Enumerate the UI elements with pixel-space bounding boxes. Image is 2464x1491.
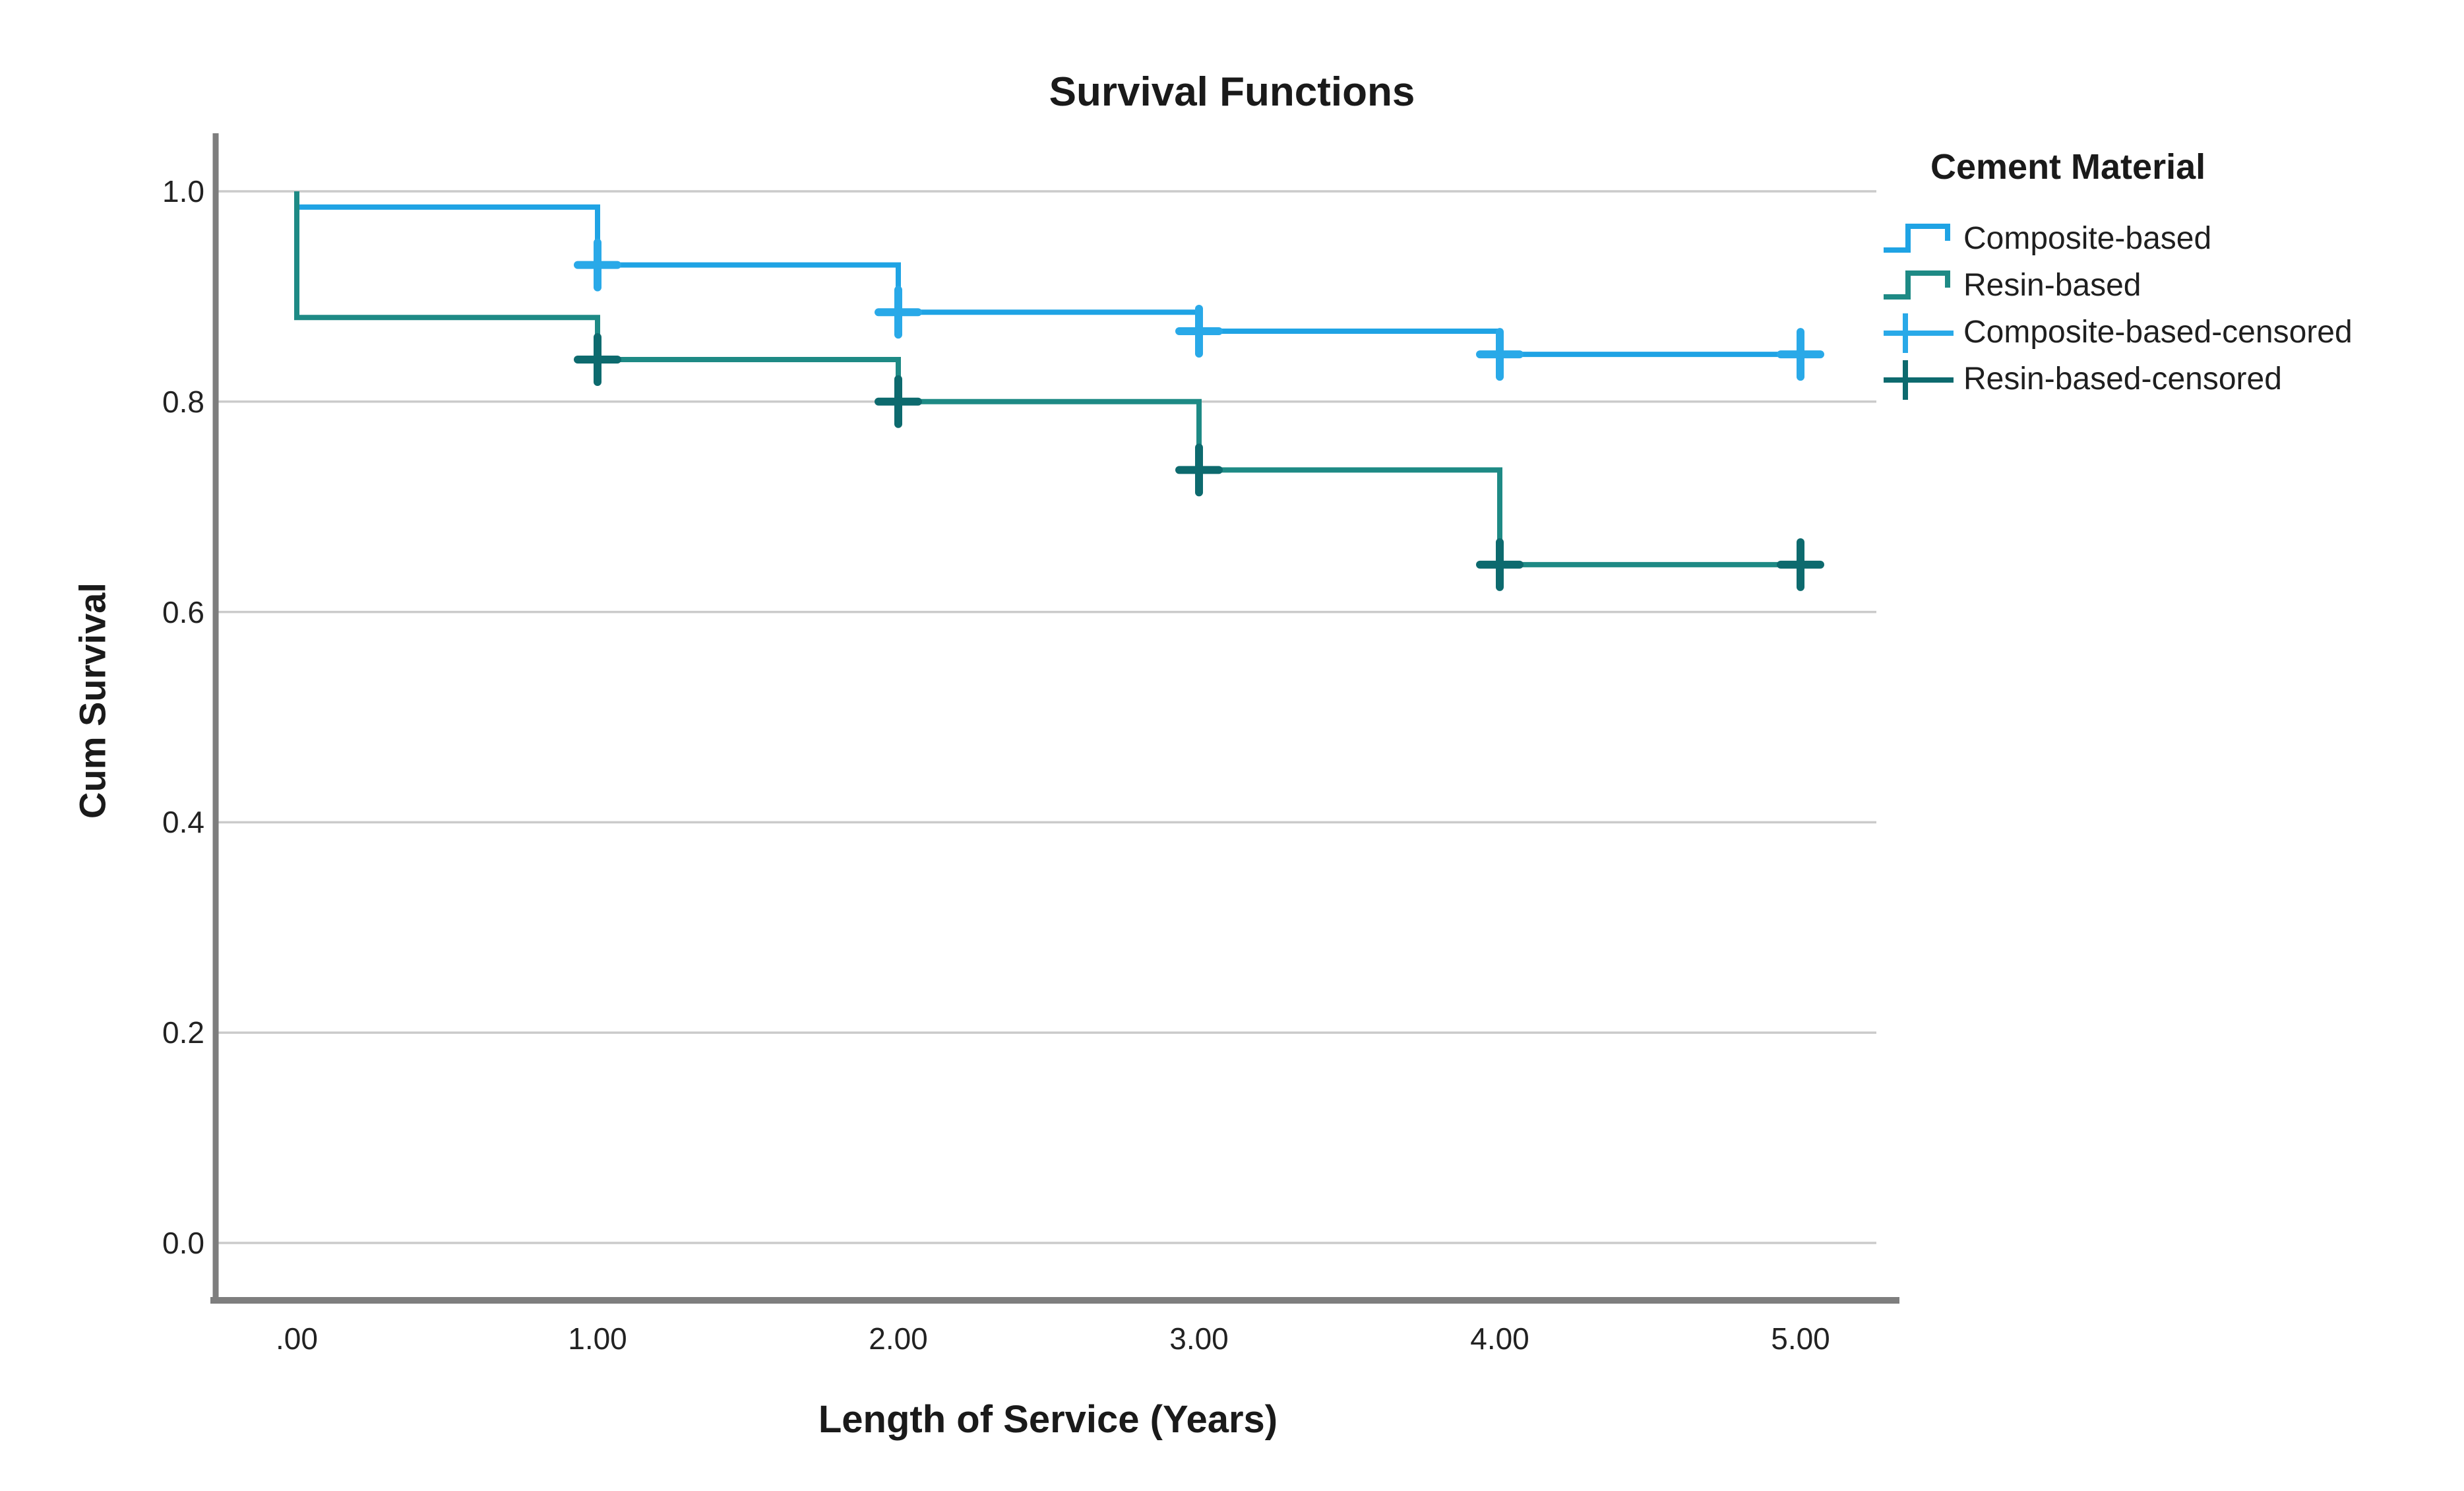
legend-item-label: Composite-based: [1963, 221, 2212, 256]
x-tick-label: 5.00: [1771, 1321, 1830, 1356]
legend-item-label: Resin-based-censored: [1963, 362, 2282, 397]
y-axis-title: Cum Survival: [71, 583, 113, 819]
y-tick-label: 0.8: [162, 384, 204, 419]
x-tick-label: 4.00: [1470, 1321, 1529, 1356]
x-tick-label: 1.00: [568, 1321, 627, 1356]
censor-cross-swatch-icon: [1884, 360, 1954, 400]
legend-item-resin-based: Resin-based: [1882, 262, 2449, 309]
y-tick-label: 0.2: [162, 1015, 204, 1050]
legend-item-composite-based: Composite-based: [1882, 215, 2449, 262]
legend-item-label: Composite-based-censored: [1963, 315, 2353, 350]
x-tick-label: 3.00: [1169, 1321, 1229, 1356]
x-axis-title: Length of Service (Years): [818, 1398, 1278, 1441]
survival-curve-composite-based: [294, 191, 1819, 358]
step-line-swatch-icon: [1884, 223, 1950, 253]
legend-title: Cement Material: [1930, 147, 2206, 187]
x-tick-label: .00: [276, 1321, 318, 1356]
censor-cross-swatch-icon: [1884, 313, 1954, 353]
survival-curve-resin-based: [294, 191, 1819, 567]
step-line-swatch-icon: [1884, 270, 1950, 300]
legend-item-label: Resin-based: [1963, 268, 2141, 303]
legend-item-resin-based-censored: Resin-based-censored: [1882, 356, 2449, 402]
legend: Cement Material Composite-based Resin-ba…: [1882, 146, 2449, 402]
legend-item-composite-based-censored: Composite-based-censored: [1882, 309, 2449, 356]
chart-title: Survival Functions: [1049, 69, 1415, 115]
y-tick-label: 0.4: [162, 805, 204, 840]
x-tick-label: 2.00: [869, 1321, 928, 1356]
y-tick-label: 1.0: [162, 174, 204, 208]
y-tick-label: 0.0: [162, 1226, 204, 1260]
y-tick-label: 0.6: [162, 594, 204, 629]
